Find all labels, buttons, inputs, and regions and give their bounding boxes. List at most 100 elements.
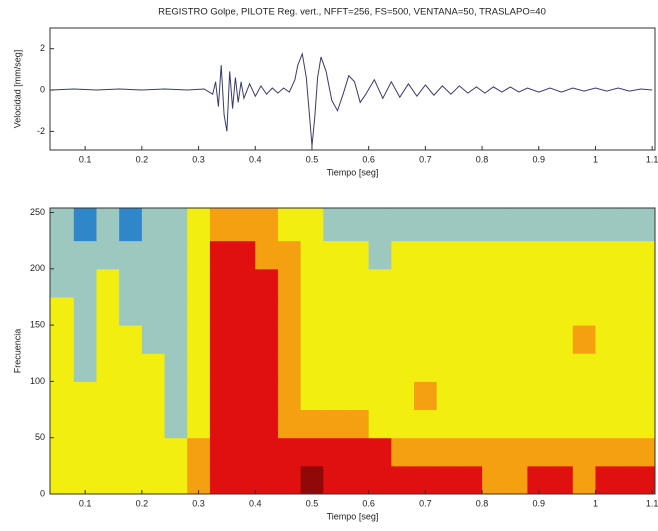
heat-cell <box>96 353 120 382</box>
heat-cell <box>50 325 75 354</box>
heat-cell <box>345 268 370 298</box>
heat-cell <box>368 465 392 495</box>
heat-cell <box>504 381 528 411</box>
heat-cell <box>345 465 370 495</box>
heat-cell <box>550 208 574 242</box>
heat-cell <box>504 409 528 439</box>
heat-cell <box>119 296 143 326</box>
heat-cell <box>572 437 596 467</box>
plot-area <box>50 28 655 150</box>
x-tick-label: 1.1 <box>646 498 658 508</box>
heat-cell <box>368 296 392 326</box>
heat-cell <box>345 353 370 382</box>
x-tick-label: 1 <box>593 154 598 164</box>
y-axis-label: Velocidad [mm/seg] <box>12 50 22 129</box>
heat-cell <box>141 325 166 354</box>
heat-cell <box>323 409 347 439</box>
heat-cell <box>345 325 370 354</box>
heat-cell <box>482 240 506 270</box>
heat-cell <box>595 465 619 495</box>
heat-cell <box>232 381 256 411</box>
y-tick-label: 0 <box>40 84 45 94</box>
heat-cell <box>187 381 211 411</box>
heat-cell <box>482 409 506 439</box>
heat-cell <box>459 437 483 467</box>
x-axis-label: Tiempo [seg] <box>327 167 379 177</box>
heat-cell <box>345 208 370 242</box>
heat-cell <box>96 240 120 270</box>
heat-cell <box>391 208 415 242</box>
heat-cell <box>640 437 656 467</box>
heat-cell <box>459 381 483 411</box>
heat-cell <box>119 208 143 242</box>
heat-cell <box>255 437 279 467</box>
x-tick-label: 0.4 <box>249 498 262 508</box>
x-tick-label: 1.1 <box>646 154 658 164</box>
heat-cell <box>277 208 302 242</box>
heat-cell <box>482 325 506 354</box>
heat-cell <box>300 465 324 495</box>
heat-cell <box>300 381 324 411</box>
heat-cell <box>323 240 347 270</box>
heat-cell <box>391 353 415 382</box>
y-tick-label: 2 <box>40 43 45 53</box>
x-tick-label: 0.8 <box>476 154 489 164</box>
heat-cell <box>618 437 642 467</box>
heat-cell <box>119 268 143 298</box>
heat-cell <box>209 296 234 326</box>
heat-cell <box>504 208 528 242</box>
heat-cell <box>572 268 596 298</box>
heat-cell <box>414 268 438 298</box>
heat-cell <box>164 268 188 298</box>
x-tick-label: 0.2 <box>136 154 149 164</box>
heat-cell <box>209 268 234 298</box>
heat-cell <box>96 325 120 354</box>
heat-cell <box>187 437 211 467</box>
heat-cell <box>504 325 528 354</box>
heat-cell <box>323 208 347 242</box>
heat-cell <box>640 381 656 411</box>
heat-cell <box>300 240 324 270</box>
heat-cell <box>255 353 279 382</box>
heat-cell <box>482 465 506 495</box>
x-axis-label: Tiempo [seg] <box>327 511 379 521</box>
heat-cell <box>436 296 460 326</box>
heat-cell <box>73 465 97 495</box>
heat-cell <box>50 240 75 270</box>
heat-cell <box>96 208 120 242</box>
heat-cell <box>50 437 75 467</box>
heat-cell <box>209 325 234 354</box>
heat-cell <box>482 296 506 326</box>
heat-cell <box>414 437 438 467</box>
heat-cell <box>414 296 438 326</box>
heat-cell <box>73 325 97 354</box>
heat-cell <box>640 353 656 382</box>
heat-cell <box>300 268 324 298</box>
heat-cell <box>300 437 324 467</box>
axes-frame <box>49 27 656 151</box>
x-tick-label: 0.7 <box>419 154 432 164</box>
heat-cell <box>50 409 75 439</box>
heat-cell <box>550 437 574 467</box>
heat-cell <box>391 325 415 354</box>
heat-cell <box>164 465 188 495</box>
heat-cell <box>527 296 551 326</box>
heat-cell <box>595 381 619 411</box>
heat-cell <box>527 240 551 270</box>
heat-cell <box>164 240 188 270</box>
heat-cell <box>164 409 188 439</box>
heat-cell <box>50 296 75 326</box>
heat-cell <box>232 296 256 326</box>
heat-cell <box>96 465 120 495</box>
heat-cell <box>50 268 75 298</box>
heat-cell <box>436 268 460 298</box>
x-tick-label: 0.5 <box>306 498 319 508</box>
heat-cell <box>618 296 642 326</box>
heat-cell <box>232 325 256 354</box>
heat-cell <box>255 381 279 411</box>
heat-cell <box>459 465 483 495</box>
heat-cell <box>436 240 460 270</box>
x-tick-label: 0.1 <box>79 154 92 164</box>
heat-cell <box>368 268 392 298</box>
heat-cell <box>255 208 279 242</box>
